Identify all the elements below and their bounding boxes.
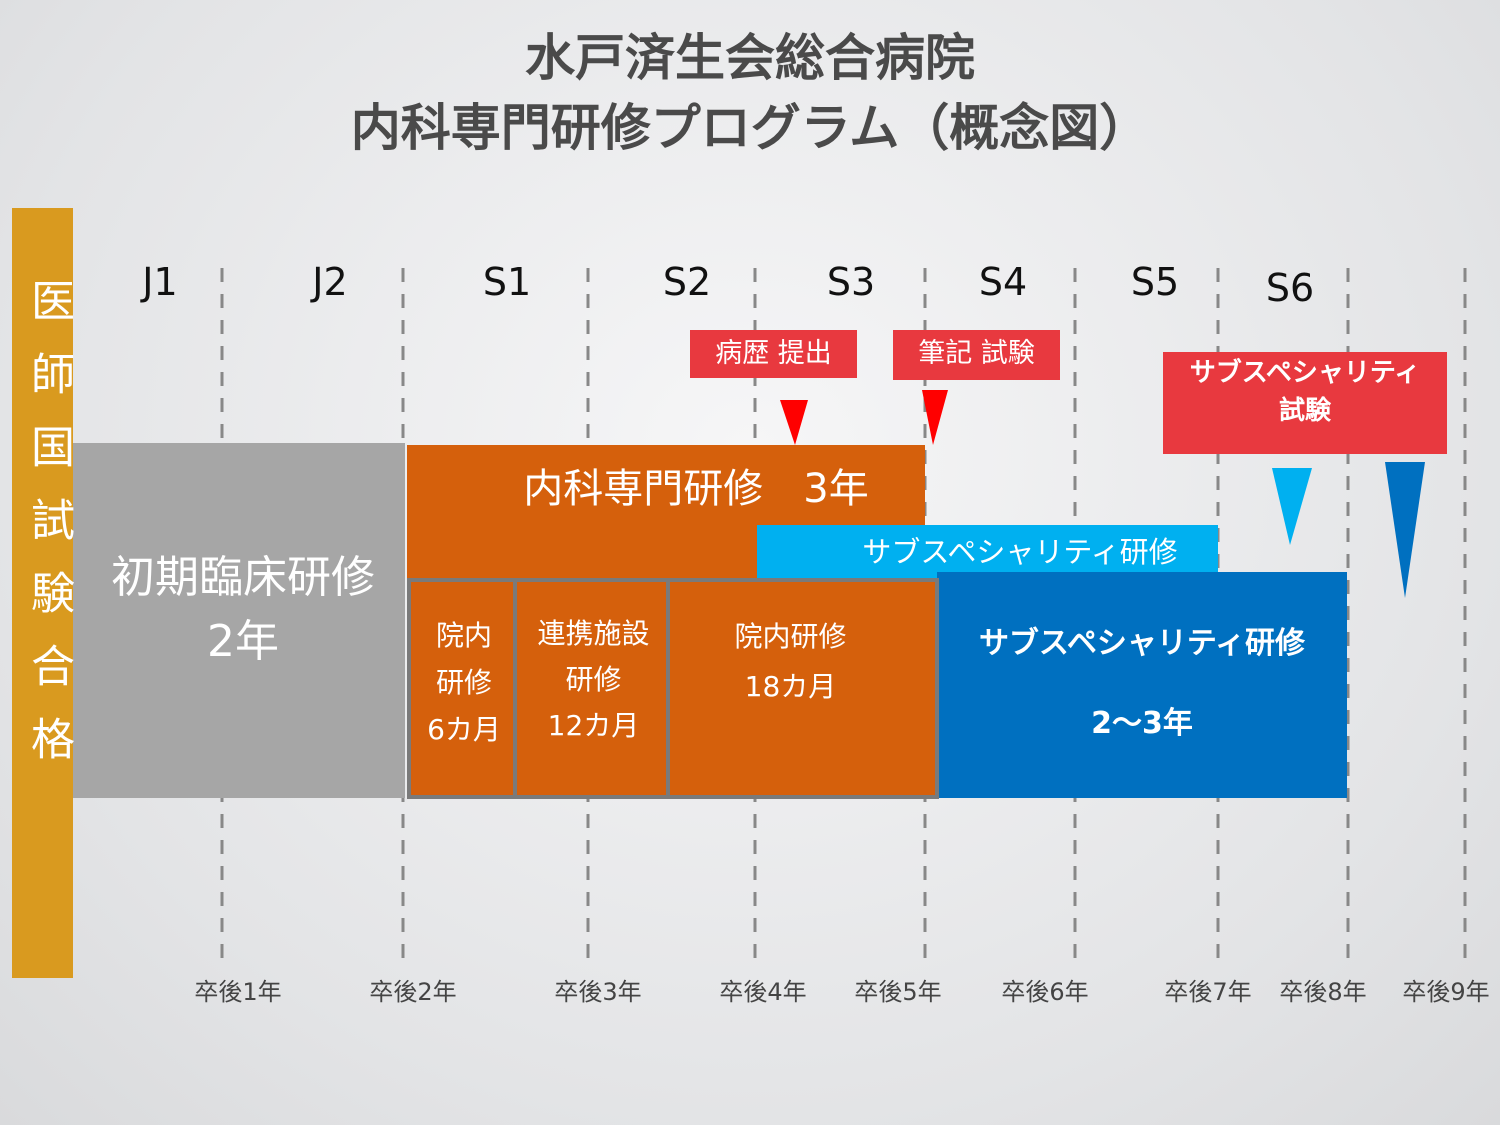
year-label: 卒後3年 (554, 978, 642, 1006)
block-text: 連携施設 (537, 617, 650, 650)
period: S5 (1130, 260, 1180, 304)
period: S3 (826, 260, 876, 304)
block-text: サブスペシャリティ研修 (862, 535, 1178, 569)
year-label: 卒後7年 (1164, 978, 1252, 1006)
block-text: サブスペシャリティ研修 (978, 626, 1306, 661)
period: S4 (978, 260, 1028, 304)
marker (1272, 468, 1312, 545)
side-bar (12, 208, 73, 978)
part-label: 院内研修 6カ月 (409, 610, 519, 755)
milestone-text: 病歴 提出 (715, 337, 832, 369)
block-text: 2～3年 (1091, 706, 1193, 741)
title: 水戸済生会総合病院 (525, 29, 975, 87)
block-text: 6カ月 (427, 713, 501, 746)
period: J2 (312, 260, 348, 304)
milestone: 筆記 試験 (893, 330, 1060, 370)
sub-block (937, 572, 1347, 798)
block-text: 研修 (435, 666, 492, 699)
milestone-text: サブスペシャリティ (1189, 358, 1421, 388)
block-text: 院内研修 (734, 620, 847, 653)
milestone: 病歴 提出 (690, 330, 857, 370)
period: J1 (142, 260, 178, 304)
milestone-text: 試験 (1278, 396, 1331, 426)
side-label: 医師国試験合格 (23, 278, 74, 789)
block-text: 院内 (435, 619, 492, 652)
period: S2 (662, 260, 712, 304)
internal-label: 内科専門研修 3年 (407, 455, 985, 515)
block-text: 2年 (207, 616, 279, 667)
overlap-label: サブスペシャリティ研修 (800, 527, 1240, 573)
initial-label: 初期臨床研修 2年 (73, 540, 413, 680)
marker (1385, 462, 1425, 598)
sub-label: サブスペシャリティ研修 2～3年 (937, 604, 1347, 764)
milestone-box (893, 330, 1060, 380)
milestone-text: 筆記 試験 (918, 337, 1035, 369)
period: S6 (1265, 266, 1315, 310)
overlap-block (757, 525, 1218, 578)
year-label: 卒後2年 (369, 978, 457, 1006)
marker (780, 400, 808, 445)
year-label: 卒後5年 (854, 978, 942, 1006)
year-label: 卒後8年 (1279, 978, 1367, 1006)
year-label: 卒後6年 (1001, 978, 1089, 1006)
milestone-box (1163, 352, 1447, 454)
block-text: 研修 (565, 663, 622, 696)
marker (922, 390, 948, 445)
part-label: 連携施設研修 12カ月 (515, 610, 672, 750)
part-label: 院内研修 18カ月 (668, 612, 913, 712)
year-label: 卒後4年 (719, 978, 807, 1006)
milestone: サブスペシャリティ 試験 (1163, 352, 1447, 432)
milestone-box (690, 330, 857, 378)
block-text: 内科専門研修 3年 (523, 466, 869, 512)
block-text: 初期臨床研修 (111, 552, 375, 603)
year-label: 卒後1年 (194, 978, 282, 1006)
initial-block (73, 443, 405, 798)
title: 内科専門研修プログラム（概念図） (350, 99, 1150, 157)
period: S1 (482, 260, 532, 304)
block-text: 18カ月 (744, 670, 837, 703)
block-text: 12カ月 (547, 709, 640, 742)
year-label: 卒後9年 (1402, 978, 1490, 1006)
internal-parts (407, 578, 939, 799)
